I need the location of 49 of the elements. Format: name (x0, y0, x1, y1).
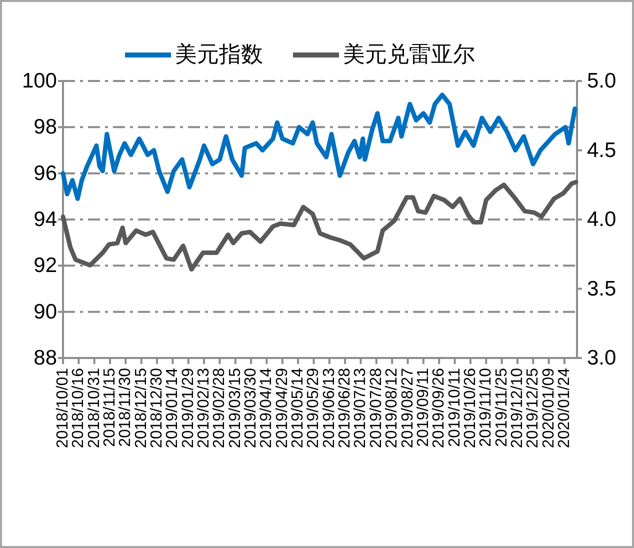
y2-tick-label: 3.0 (587, 346, 616, 370)
y-tick-label: 92 (34, 254, 57, 278)
x-tick-label: 2019/11/10 (478, 368, 495, 447)
y-tick-label: 90 (34, 300, 57, 324)
x-tick-label: 2018/10/16 (70, 368, 88, 448)
x-tick-label: 2019/09/11 (414, 368, 432, 447)
x-tick-label: 2019/02/13 (196, 368, 213, 448)
x-tick-label: 2019/09/26 (430, 368, 448, 448)
line-series (60, 180, 578, 272)
x-tick-label: 2019/03/15 (226, 368, 244, 448)
x-tick-label: 2019/07/28 (368, 368, 385, 448)
x-tick-label: 2018/12/30 (148, 368, 166, 448)
y2-tick-label: 3.5 (587, 277, 616, 300)
line-series (60, 92, 578, 201)
x-tick-label: 2019/02/28 (211, 368, 228, 448)
legend-label: 美元兑雷亚尔 (343, 42, 475, 68)
x-tick-label: 2019/10/26 (462, 368, 479, 448)
x-tick-label: 2018/12/15 (132, 368, 150, 448)
x-tick-label: 2019/08/12 (384, 368, 401, 448)
x-tick-label: 2019/06/28 (336, 368, 354, 448)
x-tick-label: 2018/10/01 (54, 368, 72, 448)
x-tick-label: 2018/11/15 (102, 368, 119, 447)
y2-tick-label: 4.0 (587, 208, 616, 231)
x-tick-label: 2019/08/27 (399, 368, 416, 448)
y-tick-label: 96 (34, 162, 57, 185)
x-tick-label: 2019/05/14 (290, 368, 307, 448)
x-tick-label: 2019/01/14 (164, 368, 182, 448)
x-tick-label: 2019/05/29 (305, 368, 322, 448)
x-tick-label: 2019/06/13 (320, 368, 338, 448)
y2-tick-label: 4.5 (587, 138, 616, 162)
x-tick-label: 2019/07/13 (352, 368, 370, 448)
x-tick-label: 2019/03/30 (242, 368, 260, 448)
legend-label: 美元指数 (175, 42, 263, 68)
y-tick-label: 98 (34, 116, 57, 139)
x-tick-label: 2018/10/31 (86, 368, 103, 448)
y-tick-label: 100 (22, 70, 57, 92)
x-tick-label: 2019/01/29 (180, 368, 197, 448)
x-tick-label: 2019/12/10 (508, 368, 526, 448)
y-tick-label: 88 (34, 346, 57, 370)
x-tick-label: 2019/04/29 (274, 368, 291, 448)
x-tick-label: 2019/11/25 (493, 368, 510, 447)
y-tick-label: 94 (34, 208, 58, 231)
x-tick-label: 2019/10/11 (446, 368, 464, 447)
x-tick-label: 2019/12/25 (524, 368, 542, 448)
x-tick-label: 2020/01/24 (556, 368, 573, 448)
x-tick-label: 2019/04/14 (258, 368, 276, 448)
x-tick-label: 2018/11/30 (117, 368, 134, 447)
y2-tick-label: 5.0 (587, 70, 616, 92)
x-tick-label: 2020/01/09 (540, 368, 558, 448)
